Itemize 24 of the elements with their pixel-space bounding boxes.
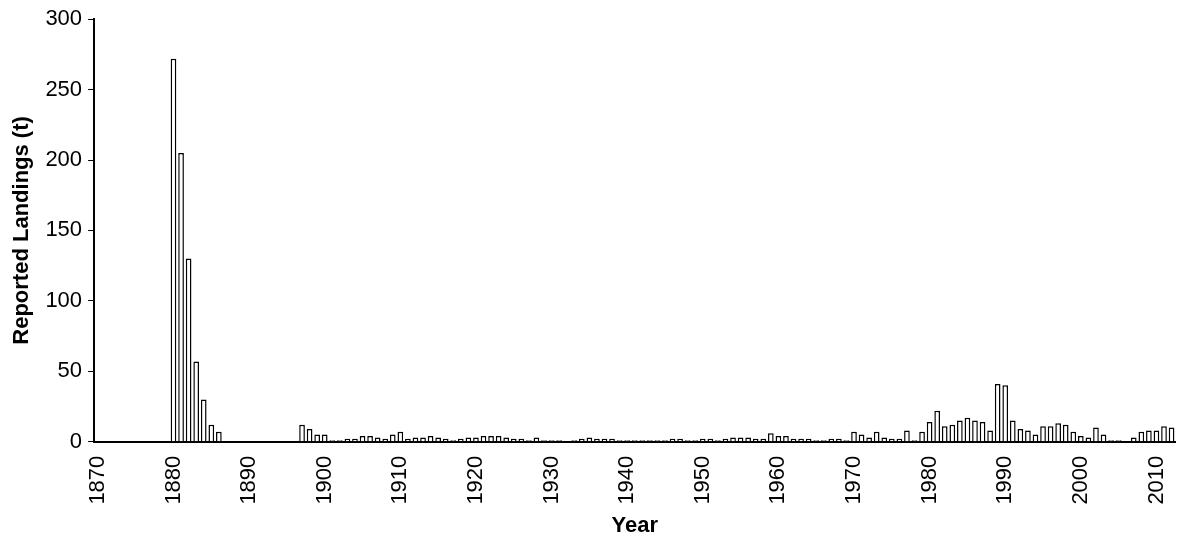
x-tick-label: 1990 (991, 455, 1017, 505)
x-tick-label: 1940 (613, 455, 639, 505)
x-tick-label: 2000 (1066, 455, 1092, 505)
y-tick-label: 150 (45, 216, 83, 242)
y-tick-label: 0 (69, 427, 83, 453)
x-tick-label: 1890 (235, 455, 261, 505)
y-axis-title: Reported Landings (t) (8, 116, 34, 345)
y-tick-label: 100 (45, 286, 83, 312)
y-tick-label: 300 (45, 5, 83, 31)
y-tick-label: 250 (45, 75, 83, 101)
x-tick-label: 1910 (386, 455, 412, 505)
x-tick-label: 1880 (159, 455, 185, 505)
x-tick-label: 1920 (462, 455, 488, 505)
y-tick-label: 50 (57, 357, 83, 383)
y-tick-label: 200 (45, 146, 83, 172)
x-tick-label: 1950 (688, 455, 714, 505)
x-tick-label: 1980 (915, 455, 941, 505)
x-tick-label: 1930 (537, 455, 563, 505)
x-tick-label: 1870 (83, 455, 109, 505)
x-tick-label: 2010 (1142, 455, 1168, 505)
x-tick-label: 1900 (310, 455, 336, 505)
x-tick-label: 1970 (840, 455, 866, 505)
x-axis-title: Year (611, 511, 659, 537)
x-tick-label: 1960 (764, 455, 790, 505)
